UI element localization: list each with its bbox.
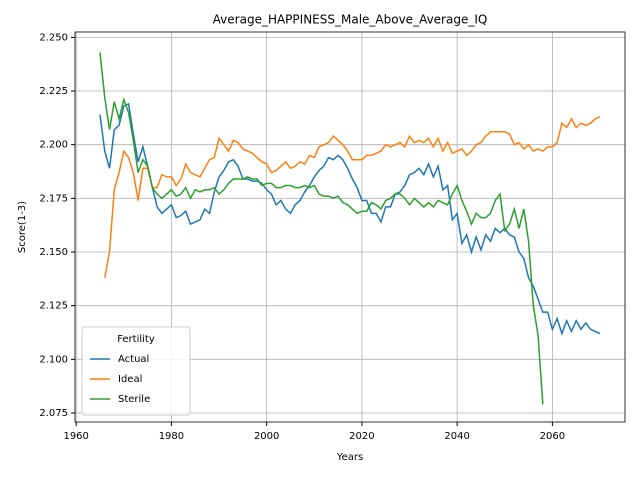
y-axis-label: Score(1-3)	[17, 201, 28, 253]
legend-label: Sterile	[118, 394, 150, 405]
y-tick-label: 2.125	[39, 301, 68, 312]
y-tick-label: 2.250	[39, 32, 68, 43]
x-axis-label: Years	[336, 452, 363, 463]
x-tick-label: 2000	[254, 431, 279, 442]
x-tick-label: 2020	[349, 431, 374, 442]
y-tick-label: 2.200	[39, 140, 68, 151]
plot-frame	[74, 31, 626, 423]
line-series	[99, 52, 544, 405]
line-series	[104, 116, 601, 278]
y-tick-label: 2.150	[39, 247, 68, 258]
y-tick-label: 2.225	[39, 86, 68, 97]
chart-title: Average_HAPPINESS_Male_Above_Average_IQ	[213, 13, 488, 27]
legend-label: Actual	[118, 354, 149, 365]
y-tick-label: 2.100	[39, 354, 68, 365]
legend-label: Ideal	[118, 374, 142, 385]
line-series	[99, 102, 601, 336]
y-tick-label: 2.175	[39, 193, 68, 204]
y-tick-label: 2.075	[39, 408, 68, 419]
legend-title: Fertility	[117, 334, 155, 345]
x-tick-label: 1960	[63, 431, 88, 442]
x-tick-label: 2040	[444, 431, 469, 442]
legend-box	[81, 326, 191, 416]
x-tick-label: 1980	[159, 431, 184, 442]
x-tick-label: 2060	[540, 431, 565, 442]
legend: Fertility Actual Ideal Sterile	[81, 326, 191, 416]
